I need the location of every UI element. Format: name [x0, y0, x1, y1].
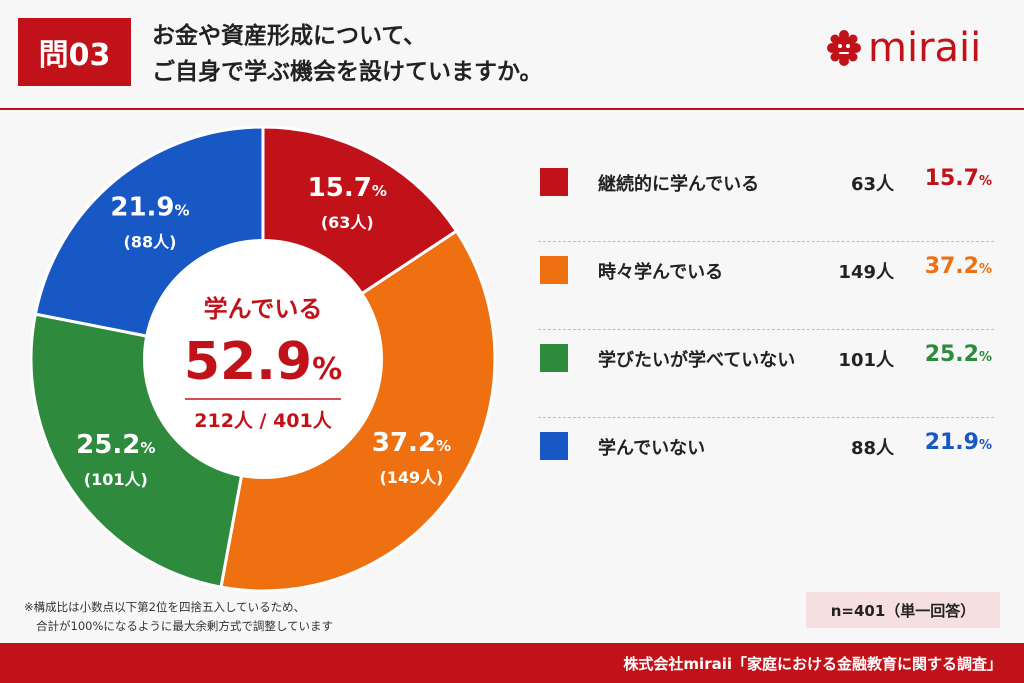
footnote-line2: 合計が100%になるように最大余剰方式で調整しています [36, 619, 334, 633]
footnote: ※構成比は小数点以下第2位を四捨五入しているため、 合計が100%になるように最… [24, 598, 333, 636]
slice-percent-label: 25.2% [76, 430, 155, 460]
question-badge: 問03 [18, 18, 131, 86]
legend-label: 学びたいが学べていない [598, 350, 796, 371]
legend-percent: 37.2% [925, 254, 992, 279]
legend-percent: 25.2% [925, 342, 992, 367]
slice-count-label: (149人) [379, 468, 443, 487]
donut-chart: 15.7% (63人) 37.2% (149人) 25.2% (101人) 21.9% (88… [30, 126, 496, 592]
legend-percent-unit: % [978, 262, 992, 277]
footer-source: 株式会社miraii「家庭における金融教育に関する調査」 [623, 655, 1002, 673]
center-percent-value: 52.9 [184, 332, 312, 392]
slice-percent-value: 15.7 [308, 173, 372, 203]
legend-item: 継続的に学んでいる 63人 15.7% [538, 154, 994, 242]
slice-count-label: (101人) [84, 470, 148, 489]
legend-percent-unit: % [978, 438, 992, 453]
logo-text: miraii [868, 25, 982, 71]
legend: 継続的に学んでいる 63人 15.7% 時々学んでいる 149人 37.2% 学… [538, 154, 994, 506]
slice-count-label: (63人) [321, 213, 374, 232]
slice-percent-unit: % [436, 437, 451, 455]
slice-percent-label: 15.7% [308, 173, 387, 203]
legend-item: 時々学んでいる 149人 37.2% [538, 242, 994, 330]
slice-percent-value: 25.2 [76, 430, 140, 460]
legend-count: 88人 [850, 438, 894, 459]
legend-percent-value: 37.2 [924, 254, 979, 279]
legend-count: 63人 [850, 174, 894, 195]
header: 問03 お金や資産形成について、 ご自身で学ぶ機会を設けていますか。 [0, 0, 1024, 110]
miraii-logo: miraii [826, 26, 981, 70]
center-percent-unit: % [312, 352, 342, 387]
center-percent: 52.9% [184, 332, 342, 392]
legend-swatch [540, 256, 568, 284]
sample-size-badge: n=401（単一回答） [806, 592, 1000, 628]
legend-swatch [540, 432, 568, 460]
slice-percent-unit: % [140, 439, 155, 457]
legend-item: 学んでいない 88人 21.9% [538, 418, 994, 506]
legend-item: 学びたいが学べていない 101人 25.2% [538, 330, 994, 418]
legend-percent-value: 15.7 [924, 166, 979, 191]
donut-hole [143, 239, 383, 479]
header-divider [0, 108, 1024, 110]
question-title-line1: お金や資産形成について、 [152, 23, 427, 49]
legend-percent-unit: % [978, 174, 992, 189]
slice-percent-unit: % [372, 182, 387, 200]
legend-count: 149人 [838, 262, 894, 283]
legend-percent-unit: % [978, 350, 992, 365]
center-label: 学んでいる [204, 295, 323, 323]
slice-percent-value: 21.9 [110, 192, 174, 222]
brain-icon [827, 30, 861, 66]
footnote-line1: ※構成比は小数点以下第2位を四捨五入しているため、 [24, 600, 306, 614]
legend-label: 継続的に学んでいる [598, 174, 760, 195]
legend-percent: 15.7% [925, 166, 992, 191]
legend-percent-value: 21.9 [924, 430, 979, 455]
center-count: 212人 / 401人 [194, 410, 332, 432]
slice-percent-label: 21.9% [110, 192, 189, 222]
question-title-line2: ご自身で学ぶ機会を設けていますか。 [152, 59, 543, 85]
slice-count-label: (88人) [124, 232, 177, 251]
legend-swatch [540, 344, 568, 372]
legend-swatch [540, 168, 568, 196]
legend-label: 時々学んでいる [598, 262, 724, 283]
slice-percent-value: 37.2 [372, 428, 436, 458]
footer-bar: 株式会社miraii「家庭における金融教育に関する調査」 [0, 643, 1024, 683]
slice-percent-unit: % [175, 201, 190, 219]
legend-label: 学んでいない [598, 438, 706, 459]
question-title: お金や資産形成について、 ご自身で学ぶ機会を設けていますか。 [152, 18, 543, 90]
legend-percent: 21.9% [925, 430, 992, 455]
slice-percent-label: 37.2% [372, 428, 451, 458]
legend-percent-value: 25.2 [924, 342, 979, 367]
legend-count: 101人 [838, 350, 894, 371]
